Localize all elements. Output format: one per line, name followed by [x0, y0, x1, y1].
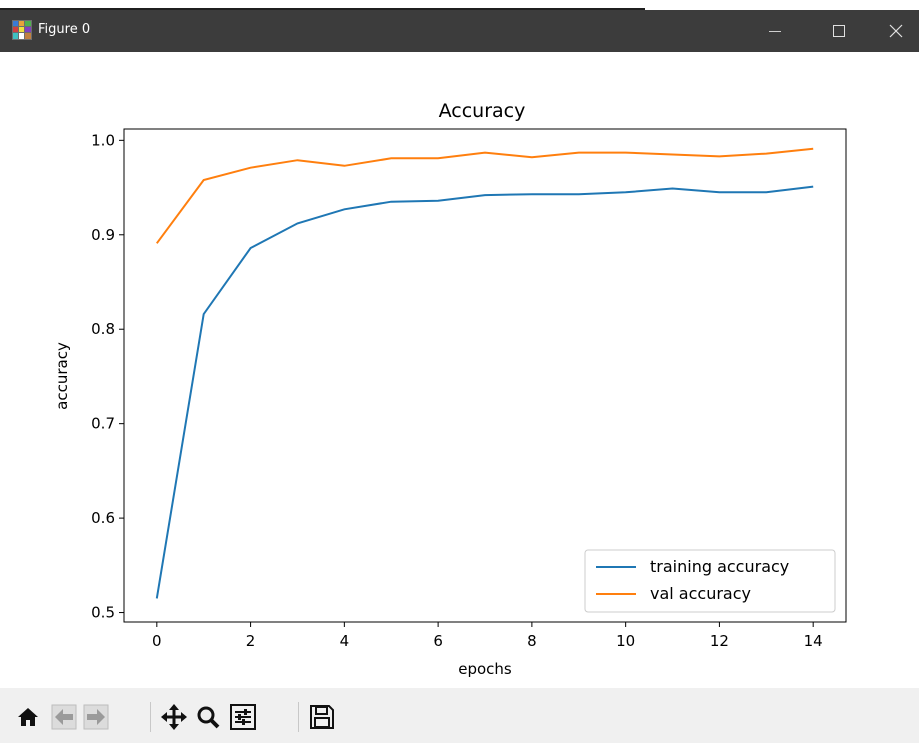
toolbar-separator	[298, 702, 299, 732]
window-top-strip	[0, 0, 919, 10]
y-tick-label: 0.5	[91, 604, 115, 622]
x-tick-label: 2	[246, 632, 256, 650]
chart-title: Accuracy	[439, 100, 526, 122]
series-line-training-accuracy	[155, 185, 814, 599]
app-logo-icon	[12, 20, 32, 40]
minimize-icon	[769, 31, 781, 32]
x-tick-label: 10	[616, 632, 635, 650]
title-bar[interactable]: Figure 0	[0, 10, 919, 52]
home-icon	[18, 708, 38, 726]
close-button[interactable]	[873, 10, 919, 52]
x-axis-label: epochs	[458, 660, 512, 678]
pan-button[interactable]	[160, 703, 188, 731]
legend-box	[584, 549, 836, 613]
forward-button[interactable]	[82, 703, 110, 731]
back-arrow-icon	[51, 704, 77, 730]
y-tick-label: 1.0	[91, 131, 115, 149]
y-axis-label: accuracy	[53, 342, 71, 410]
y-tick-label: 0.8	[91, 320, 115, 338]
y-tick-label: 0.6	[91, 509, 115, 527]
legend-label-training: training accuracy	[650, 557, 789, 576]
y-tick-label: 0.9	[91, 226, 115, 244]
plot-layer	[155, 147, 814, 599]
maximize-button[interactable]	[816, 10, 862, 52]
x-tick-label: 14	[804, 632, 823, 650]
window-top-edge	[0, 8, 645, 10]
accuracy-chart: Accuracy 0 2 4 6 8 10 12 14 0.50.60.70.80.91.0 …	[53, 100, 847, 678]
close-icon	[889, 24, 903, 38]
home-button[interactable]	[14, 703, 42, 731]
window-title: Figure 0	[38, 22, 91, 37]
legend-label-val: val accuracy	[650, 584, 751, 603]
axes-frame	[123, 128, 847, 623]
pan-move-icon	[161, 704, 187, 730]
save-floppy-icon	[310, 705, 334, 729]
navigation-toolbar	[0, 688, 919, 743]
toolbar-separator	[150, 702, 151, 732]
series-line-val-accuracy	[155, 147, 814, 244]
x-tick-label: 8	[527, 632, 537, 650]
y-ticks: 0.5 0.6 0.7 0.8 0.9 1.0	[91, 131, 124, 622]
x-tick-label: 4	[340, 632, 350, 650]
x-tick-label: 0	[152, 632, 162, 650]
x-tick-label: 6	[433, 632, 443, 650]
configure-subplots-icon	[230, 704, 256, 730]
save-button[interactable]	[308, 703, 336, 731]
back-button[interactable]	[50, 703, 78, 731]
zoom-magnifier-icon	[197, 706, 220, 729]
x-tick-label: 12	[710, 632, 729, 650]
minimize-button[interactable]	[752, 10, 798, 52]
configure-subplots-button[interactable]	[229, 703, 257, 731]
zoom-button[interactable]	[194, 703, 222, 731]
maximize-icon	[833, 25, 845, 37]
y-tick-label: 0.7	[91, 415, 115, 433]
legend: training accuracy val accuracy	[584, 549, 836, 613]
figure-canvas[interactable]: Accuracy 0 2 4 6 8 10 12 14 0.5 0.6 0.7 0.8 0.9 1.0 …	[0, 52, 919, 688]
x-ticks: 0 2 4 6 8 10 12 14	[152, 622, 823, 650]
forward-arrow-icon	[83, 704, 109, 730]
